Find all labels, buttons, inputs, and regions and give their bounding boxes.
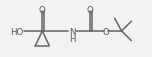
- Text: H: H: [69, 35, 75, 43]
- Text: N: N: [69, 28, 75, 37]
- Text: O: O: [39, 6, 46, 15]
- Text: O: O: [86, 6, 93, 15]
- Text: O: O: [102, 28, 109, 37]
- Text: HO: HO: [10, 28, 23, 37]
